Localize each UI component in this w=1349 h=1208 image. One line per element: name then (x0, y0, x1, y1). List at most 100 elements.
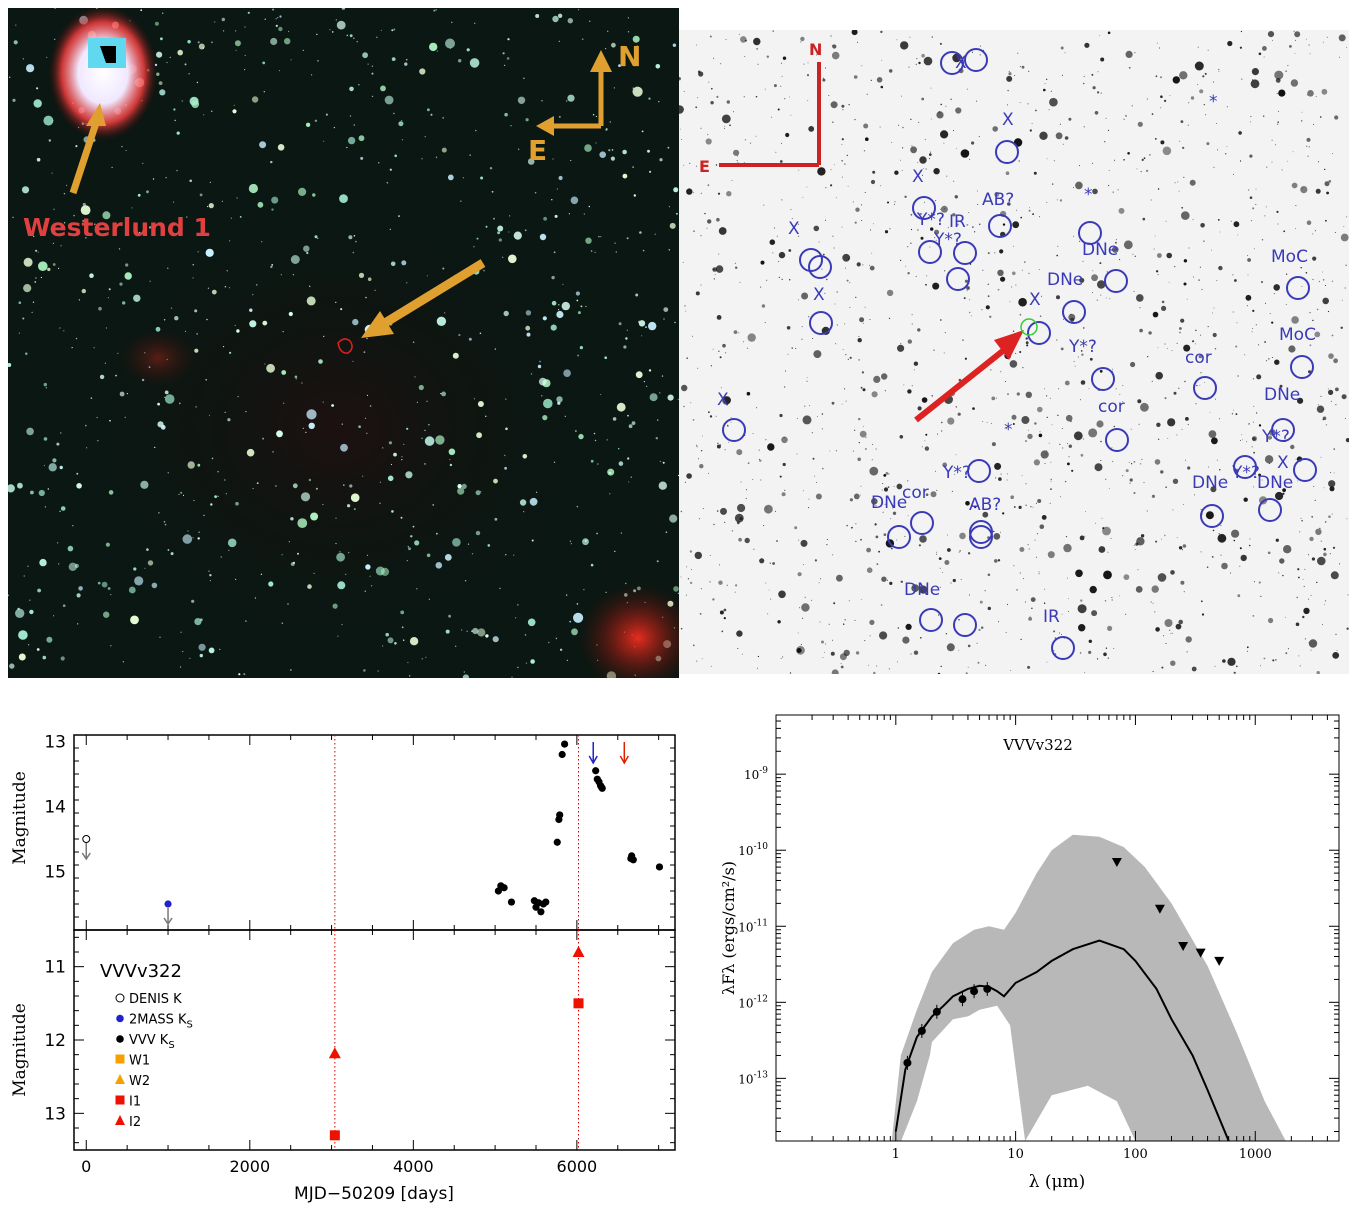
star (367, 63, 369, 65)
star (292, 274, 294, 276)
star (1213, 307, 1215, 309)
simbad-circle (953, 241, 977, 265)
star (738, 332, 740, 334)
star (760, 479, 762, 481)
simbad-circle (1104, 269, 1128, 293)
star (1325, 219, 1327, 222)
star (1295, 39, 1296, 41)
star (389, 168, 392, 171)
star (76, 472, 79, 475)
star (806, 74, 810, 77)
star (270, 160, 273, 164)
star (862, 322, 864, 324)
simbad-label: X (1277, 453, 1289, 473)
star (765, 439, 767, 441)
star (102, 211, 111, 220)
star (1298, 576, 1300, 579)
star (790, 114, 792, 116)
star (556, 396, 563, 403)
star (38, 489, 45, 497)
star (196, 81, 199, 84)
star (987, 606, 991, 611)
star (1297, 568, 1300, 571)
star (311, 74, 313, 76)
star (995, 477, 997, 479)
star (441, 391, 446, 397)
star (1208, 430, 1217, 438)
star (318, 359, 323, 364)
star (1185, 636, 1192, 643)
star (469, 154, 471, 156)
star (918, 544, 921, 547)
star (1285, 304, 1287, 306)
star (955, 454, 957, 456)
simbad-circle (969, 520, 993, 544)
star (858, 442, 860, 444)
star (855, 523, 857, 525)
star (693, 192, 695, 194)
star (980, 45, 981, 47)
star (778, 590, 786, 599)
star (590, 250, 593, 252)
star (1012, 271, 1016, 276)
star (197, 463, 201, 467)
star (1141, 458, 1143, 461)
star (863, 150, 866, 152)
star (967, 552, 971, 555)
star (511, 676, 513, 678)
star (1328, 180, 1332, 183)
star (1332, 153, 1333, 154)
star (689, 162, 691, 164)
star (759, 459, 762, 462)
star (738, 33, 740, 35)
star (133, 294, 141, 302)
y-tick-exponent: -11 (754, 918, 769, 928)
star (78, 299, 80, 301)
star (1285, 652, 1288, 655)
star (298, 187, 307, 196)
star (958, 649, 960, 651)
star (457, 484, 462, 489)
star (1019, 547, 1025, 552)
star (947, 548, 951, 552)
star (1119, 258, 1121, 261)
star (960, 579, 962, 580)
simbad-circle (940, 51, 964, 75)
star (860, 386, 863, 389)
simbad-circle (995, 140, 1019, 164)
legend-marker (115, 1054, 125, 1064)
star (8, 363, 12, 367)
star (753, 37, 761, 46)
star (1065, 536, 1068, 538)
star (553, 251, 556, 254)
star (1005, 632, 1007, 633)
star (18, 630, 28, 640)
star (164, 396, 166, 398)
star (891, 142, 893, 143)
star (816, 416, 818, 417)
star (702, 508, 704, 509)
star (374, 289, 376, 291)
star (435, 156, 438, 158)
star (527, 158, 535, 165)
star (119, 282, 123, 286)
star (346, 146, 348, 149)
star (921, 53, 925, 58)
star (635, 371, 643, 379)
star (497, 225, 504, 232)
star (551, 275, 555, 280)
star (673, 187, 679, 193)
star (76, 593, 81, 598)
star (1315, 188, 1321, 194)
star (1032, 213, 1034, 216)
star (1294, 52, 1296, 54)
star (709, 555, 711, 556)
star (294, 375, 298, 379)
lightcurve-panel: 13 14 15 0 2000 4000 6000 11 12 13 Magnitude Mag… (0, 690, 690, 1204)
star (414, 540, 420, 546)
star (58, 267, 60, 269)
star (1266, 166, 1268, 168)
star (1082, 438, 1084, 440)
star (1073, 431, 1083, 441)
star (1039, 315, 1042, 318)
